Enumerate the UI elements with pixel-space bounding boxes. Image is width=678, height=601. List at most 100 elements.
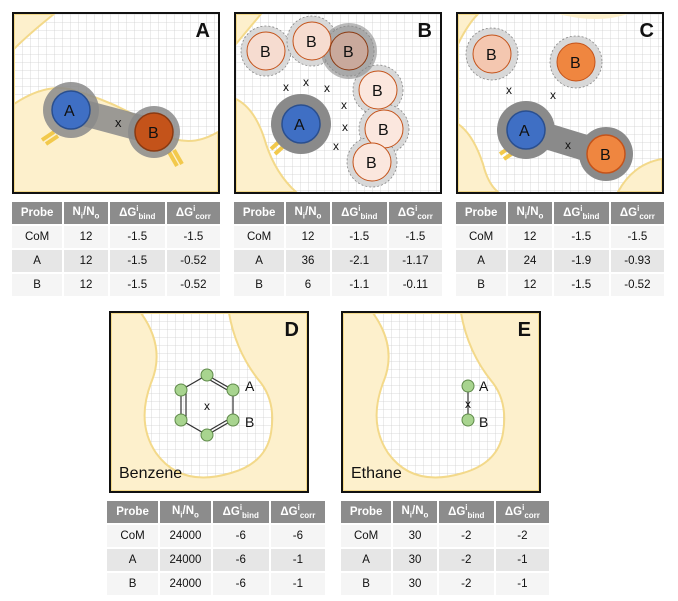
table-row: A 24 -1.9 -0.93	[456, 248, 664, 273]
table-row: CoM 12 -1.5 -1.5	[12, 224, 220, 249]
atom-a-label-c: A	[519, 123, 530, 140]
panel-e-drawing: x A B	[343, 313, 539, 491]
cell-corr: -2	[494, 523, 549, 548]
panel-a-drawing: A B x	[14, 14, 218, 192]
cell-corr: -1.17	[387, 248, 442, 273]
cell-corr: -1	[269, 571, 325, 595]
cell-bind: -1.5	[330, 224, 389, 249]
header-bind: ΔGibind	[552, 202, 611, 225]
cell-probe: A	[456, 248, 509, 273]
cell-corr: -1.5	[387, 224, 442, 249]
cell-bind: -2	[437, 523, 496, 548]
cell-probe: B	[12, 272, 65, 296]
cell-bind: -6	[211, 571, 271, 595]
atom-b-label-c1: B	[486, 47, 497, 64]
atom-b-label: B	[148, 125, 159, 142]
table-e: Probe Ni/No ΔGibind ΔGicorr CoM 30 -2 -2 A 30 -2 -1…	[341, 501, 549, 595]
cell-ratio: 12	[285, 224, 332, 249]
cell-ratio: 24000	[159, 547, 213, 572]
panel-a-label: A	[195, 20, 210, 42]
cell-ratio: 12	[507, 272, 554, 296]
atom-b-label-c2: B	[570, 55, 581, 72]
cell-ratio: 36	[285, 248, 332, 273]
cell-bind: -1.9	[552, 248, 611, 273]
atom-a-label-e: A	[479, 378, 489, 394]
cell-corr: -1.5	[165, 224, 220, 249]
header-ratio: Ni/No	[159, 501, 213, 524]
table-header-row: Probe Ni/No ΔGibind ΔGicorr	[12, 202, 220, 225]
cell-bind: -1.5	[108, 248, 167, 273]
cell-bind: -1.1	[330, 272, 389, 296]
table-c: Probe Ni/No ΔGibind ΔGicorr CoM 12 -1.5 -1.5 A 24…	[456, 202, 664, 296]
atom-a	[51, 90, 91, 130]
header-bind: ΔGibind	[330, 202, 389, 225]
header-probe: Probe	[341, 501, 394, 524]
panel-b-drawing: B B B B B B A x x x x x x	[236, 14, 440, 192]
panel-c: B B A B x x x C	[456, 12, 664, 194]
atom-b-label-c3: B	[600, 147, 611, 164]
header-ratio: Ni/No	[392, 501, 439, 524]
cell-corr: -1	[269, 547, 325, 572]
center-mark: x	[115, 115, 122, 130]
cell-probe: B	[456, 272, 509, 296]
table-row: B 12 -1.5 -0.52	[12, 272, 220, 296]
table-row: CoM 12 -1.5 -1.5	[456, 224, 664, 249]
cell-corr: -1	[494, 547, 549, 572]
cell-ratio: 12	[63, 224, 110, 249]
atom-b-label-4: B	[372, 83, 383, 100]
cell-bind: -6	[211, 547, 271, 572]
cell-ratio: 24000	[159, 571, 213, 595]
cell-ratio: 24	[507, 248, 554, 273]
panel-c-label: C	[639, 20, 654, 42]
cell-probe: CoM	[456, 224, 509, 249]
atom-a-label-b: A	[294, 117, 305, 134]
cell-ratio: 30	[392, 523, 439, 548]
cell-probe: B	[341, 571, 394, 595]
header-bind: ΔGibind	[211, 501, 271, 524]
table-header-row: Probe Ni/No ΔGibind ΔGicorr	[107, 501, 325, 524]
panel-d: x A B D Benzene	[109, 311, 309, 493]
header-corr: ΔGicorr	[165, 202, 220, 225]
cell-bind: -2.1	[330, 248, 389, 273]
header-ratio: Ni/No	[63, 202, 110, 225]
cell-corr: -0.52	[165, 272, 220, 296]
cell-bind: -1.5	[552, 272, 611, 296]
cell-corr: -0.11	[387, 272, 442, 296]
center-mark-c3: x	[565, 138, 571, 152]
atom-b-label-e: B	[479, 414, 488, 430]
cell-bind: -1.5	[108, 272, 167, 296]
panel-e-label: E	[517, 319, 531, 341]
center-mark-4: x	[341, 98, 347, 112]
table-row: B 30 -2 -1	[341, 571, 549, 595]
center-mark-3: x	[324, 81, 330, 95]
header-probe: Probe	[234, 202, 287, 225]
header-corr: ΔGicorr	[609, 202, 664, 225]
cell-ratio: 6	[285, 272, 332, 296]
atom-a-c	[506, 110, 546, 150]
cell-bind: -1.5	[552, 224, 611, 249]
panel-e-caption: Ethane	[351, 465, 402, 482]
header-ratio: Ni/No	[507, 202, 554, 225]
cell-corr: -1	[494, 571, 549, 595]
protein-top	[14, 14, 56, 51]
panel-a: A B x A	[12, 12, 220, 194]
cell-probe: CoM	[234, 224, 287, 249]
center-mark-d: x	[204, 399, 210, 413]
table-header-row: Probe Ni/No ΔGibind ΔGicorr	[234, 202, 442, 225]
center-mark-c1: x	[506, 83, 512, 97]
panel-d-label: D	[284, 319, 299, 341]
cell-corr: -0.93	[609, 248, 664, 273]
panel-d-drawing: x A B	[111, 313, 307, 491]
center-mark-5: x	[342, 120, 348, 134]
center-mark-2: x	[303, 75, 309, 89]
panel-b-label: B	[417, 20, 432, 42]
table-row: CoM 12 -1.5 -1.5	[234, 224, 442, 249]
cell-probe: B	[107, 571, 161, 595]
cell-ratio: 12	[63, 272, 110, 296]
table-a: Probe Ni/No ΔGibind ΔGicorr CoM 12 -1.5 -1.5 A 12…	[12, 202, 220, 296]
atom-a-label-d: A	[245, 378, 255, 394]
atom-b	[134, 112, 174, 152]
table-row: B 24000 -6 -1	[107, 571, 325, 595]
table-d: Probe Ni/No ΔGibind ΔGicorr CoM 24000 -6 -6 A 240…	[107, 501, 325, 595]
